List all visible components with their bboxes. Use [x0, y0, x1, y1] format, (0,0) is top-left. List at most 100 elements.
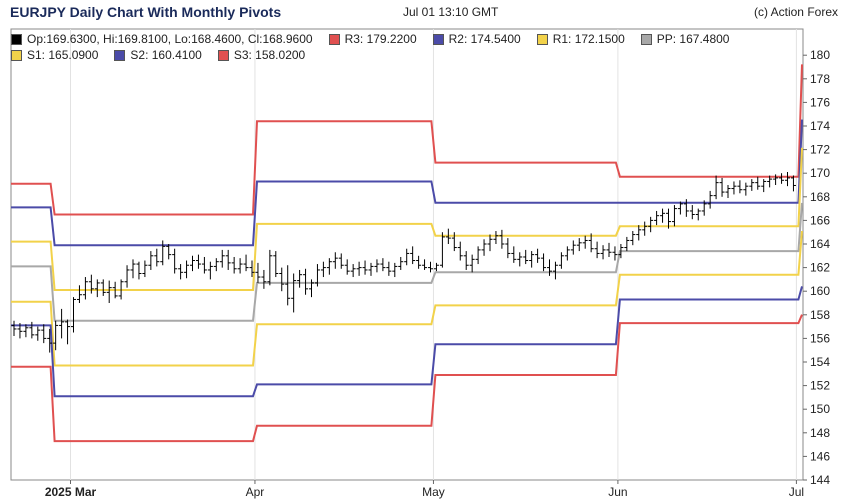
ohlc-bar — [541, 253, 547, 272]
ohlc-bar — [398, 256, 404, 270]
ohlc-bar — [374, 259, 380, 273]
chart-title: EURJPY Daily Chart With Monthly Pivots — [10, 4, 282, 20]
ohlc-bar — [445, 228, 451, 244]
y-tick-label: 146 — [810, 449, 830, 463]
legend-swatch — [114, 49, 126, 61]
ohlc-bar — [493, 231, 499, 244]
legend-label: S1: 165.0900 — [27, 48, 99, 62]
ohlc-bar — [618, 244, 624, 259]
ohlc-bar — [660, 208, 666, 223]
ohlc-bar — [743, 182, 749, 196]
ohlc-bar — [273, 251, 279, 278]
legend: Op:169.6300, Hi:169.8100, Lo:168.4600, C… — [11, 31, 801, 63]
ohlc-bar — [725, 185, 731, 198]
pivot-lines — [11, 64, 803, 443]
ohlc-bar — [130, 259, 136, 279]
ohlc-bar — [380, 258, 386, 272]
y-tick-label: 162 — [810, 261, 830, 275]
ohlc-bar — [410, 246, 416, 265]
ohlc-bar — [190, 255, 195, 272]
ohlc-bar — [112, 281, 118, 299]
ohlc-bar — [422, 259, 428, 270]
pivot-line-r3 — [11, 64, 803, 216]
y-tick-label: 170 — [810, 166, 830, 180]
ohlc-bar — [499, 229, 505, 249]
ohlc-bar — [749, 179, 755, 191]
legend-item-s1: S1: 165.0900 — [11, 48, 98, 62]
ohlc-bar — [689, 205, 695, 220]
ohlc-bar — [386, 261, 392, 276]
ohlc-bar — [249, 260, 255, 278]
legend-label: Op:169.6300, Hi:169.8100, Lo:168.4600, C… — [27, 32, 313, 46]
legend-swatch — [217, 49, 229, 61]
ohlc-bar — [731, 181, 737, 195]
ohlc-bar — [523, 249, 529, 265]
y-axis: 144 146 148 150 152 154 156 158 160 162 164 166 168 1… — [803, 48, 830, 487]
ohlc-bar — [505, 238, 511, 259]
ohlc-bar — [594, 241, 600, 259]
legend-swatch — [536, 33, 548, 45]
ohlc-bar — [588, 233, 594, 253]
ohlc-bar — [207, 261, 213, 280]
ohlc-bar — [666, 208, 671, 229]
ohlc-bar — [529, 251, 535, 268]
ohlc-bar — [178, 264, 184, 280]
ohlc-bar — [100, 279, 106, 296]
legend-swatch — [640, 33, 652, 45]
ohlc-bar — [303, 268, 309, 295]
ohlc-bar — [570, 240, 576, 255]
ohlc-bar — [148, 251, 154, 270]
ohlc-bar — [451, 232, 457, 252]
ohlc-bar — [362, 260, 368, 275]
x-tick-label: Apr — [246, 485, 265, 499]
ohlc-bar — [469, 254, 475, 273]
pivot-line-s2 — [11, 286, 803, 398]
ohlc-bar — [773, 174, 779, 185]
ohlc-bar — [320, 261, 326, 278]
x-tick-label: 2025 Mar — [45, 485, 97, 499]
pivot-line-pp — [11, 202, 803, 322]
ohlc-bar — [356, 261, 362, 276]
legend-item-s3: S3: 158.0200 — [217, 48, 306, 62]
ohlc-bar — [255, 262, 261, 283]
ohlc-bar — [707, 190, 713, 209]
legend-item-r2: R2: 174.5400 — [432, 32, 521, 46]
ohlc-bar — [195, 254, 201, 269]
ohlc-bar — [392, 262, 398, 278]
ohlc-bar — [701, 200, 707, 216]
ohlc-bar — [17, 323, 23, 339]
ohlc-bar — [439, 232, 445, 268]
ohlc-bar — [53, 320, 59, 351]
x-tick-label: May — [422, 485, 445, 499]
y-tick-label: 150 — [810, 402, 830, 416]
x-tick-label: Jul — [789, 485, 804, 499]
legend-swatch — [11, 49, 22, 61]
chart-credit: (c) Action Forex — [753, 5, 838, 19]
ohlc-bar — [481, 239, 487, 256]
y-tick-label: 154 — [810, 355, 830, 369]
ohlc-bar — [624, 236, 630, 252]
legend-item-r1: R1: 172.1500 — [536, 32, 625, 46]
y-tick-label: 172 — [810, 143, 830, 157]
ohlc-bar — [237, 258, 243, 274]
ohlc-bar — [225, 249, 231, 270]
y-tick-label: 148 — [810, 426, 830, 440]
ohlc-bar — [433, 262, 439, 272]
ohlc-bar — [314, 264, 320, 287]
legend-label: R3: 179.2200 — [344, 32, 417, 46]
legend-label: S3: 158.0200 — [233, 48, 306, 62]
ohlc-bar — [517, 252, 523, 267]
y-tick-label: 178 — [810, 72, 830, 86]
ohlc-bar — [338, 253, 344, 269]
ohlc-bar — [779, 173, 785, 184]
ohlc-bar — [535, 248, 541, 263]
ohlc-bar — [142, 260, 148, 278]
ohlc-bar — [326, 258, 332, 275]
y-tick-label: 160 — [810, 284, 830, 298]
ohlc-bar — [564, 246, 570, 261]
ohlc-bar — [201, 256, 207, 274]
y-tick-label: 176 — [810, 95, 830, 109]
ohlc-bar — [582, 235, 588, 249]
ohlc-bar — [558, 252, 564, 269]
